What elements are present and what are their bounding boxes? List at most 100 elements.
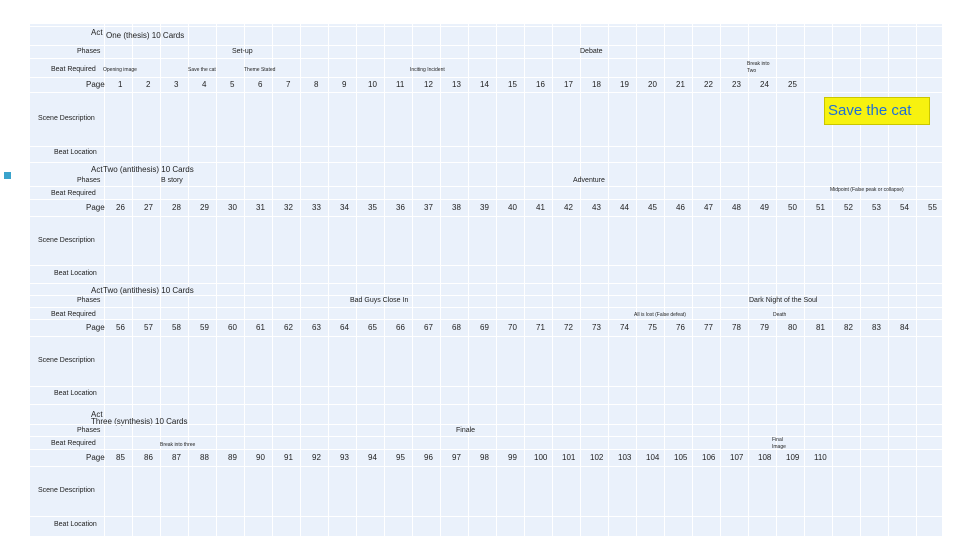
beat-location-label-4: Beat Location [54, 521, 97, 528]
page-number: 108 [758, 453, 772, 462]
location-row-3 [30, 386, 942, 400]
page-number: 63 [312, 323, 321, 332]
column-divider [188, 24, 189, 536]
page-number: 81 [816, 323, 825, 332]
beat-theme-stated: Theme Stated [244, 67, 276, 73]
column-divider [160, 24, 161, 536]
page-number: 8 [314, 80, 319, 89]
column-divider [216, 24, 217, 536]
beat-location-label-2: Beat Location [54, 270, 97, 277]
page-number: 50 [788, 203, 797, 212]
page-number: 1 [118, 80, 123, 89]
page-number: 52 [844, 203, 853, 212]
page-number: 110 [814, 453, 827, 462]
act-label-2: Act [91, 165, 103, 174]
scene-row-2 [30, 216, 942, 230]
beat-opening-image: Opening image [103, 67, 137, 73]
page-number: 34 [340, 203, 349, 212]
page-number: 10 [368, 80, 377, 89]
page-number: 13 [452, 80, 461, 89]
scene-description-label-4: Scene Description [38, 487, 95, 494]
column-divider [580, 24, 581, 536]
page-number: 22 [704, 80, 713, 89]
act-row-2 [30, 162, 942, 176]
page-number: 5 [230, 80, 235, 89]
pages-row-3 [30, 319, 942, 333]
page-label-2: Page [86, 203, 105, 212]
beat-location-label-3: Beat Location [54, 390, 97, 397]
beat-death: Death [773, 312, 787, 318]
page-number: 15 [508, 80, 517, 89]
beats-row-4 [30, 436, 942, 450]
location-row-2 [30, 265, 942, 279]
beats-row-3 [30, 307, 942, 321]
scene-description-label-3: Scene Description [38, 357, 95, 364]
page-number: 3 [174, 80, 179, 89]
scene-description-label-1: Scene Description [38, 115, 95, 122]
page-number: 37 [424, 203, 433, 212]
act-row-4 [30, 404, 942, 418]
act-title-2: Two (antithesis) 10 Cards [103, 165, 194, 174]
page-number: 77 [704, 323, 713, 332]
page-number: 99 [508, 453, 517, 462]
page-number: 91 [284, 453, 293, 462]
page-number: 31 [256, 203, 265, 212]
page-number: 94 [368, 453, 377, 462]
page-number: 21 [676, 80, 685, 89]
page-number: 53 [872, 203, 881, 212]
page-number: 16 [536, 80, 545, 89]
column-divider [692, 24, 693, 536]
page-number: 92 [312, 453, 321, 462]
save-the-cat-callout: Save the cat [824, 97, 930, 125]
page-number: 86 [144, 453, 153, 462]
page-number: 106 [702, 453, 716, 462]
page-number: 109 [786, 453, 800, 462]
scene-row-1 [30, 92, 942, 106]
act-title-1: One (thesis) 10 Cards [106, 31, 185, 40]
page-number: 14 [480, 80, 489, 89]
page-number: 17 [564, 80, 573, 89]
page-number: 48 [732, 203, 741, 212]
page-number: 27 [144, 203, 153, 212]
page-label-4: Page [86, 453, 105, 462]
page-number: 51 [816, 203, 825, 212]
page-number: 26 [116, 203, 125, 212]
page-number: 42 [564, 203, 573, 212]
page-number: 57 [144, 323, 153, 332]
beat-required-label-1: Beat Required [51, 66, 96, 73]
page-number: 89 [228, 453, 237, 462]
phase-bad-guys: Bad Guys Close In [350, 297, 409, 304]
page-number: 103 [618, 453, 632, 462]
page-label-3: Page [86, 323, 105, 332]
page-number: 78 [732, 323, 741, 332]
act-title-4: Three (synthesis) 10 Cards [91, 417, 188, 426]
page-number: 76 [676, 323, 685, 332]
phases-label-1: Phases [77, 48, 101, 55]
page-number: 67 [424, 323, 433, 332]
page-number: 95 [396, 453, 405, 462]
scene-row-4 [30, 466, 942, 480]
page-number: 73 [592, 323, 601, 332]
beat-required-label-3: Beat Required [51, 311, 96, 318]
page-number: 56 [116, 323, 125, 332]
page-number: 104 [646, 453, 660, 462]
page-number: 88 [200, 453, 209, 462]
pages-row-1 [30, 77, 942, 91]
page-number: 61 [256, 323, 265, 332]
page-number: 80 [788, 323, 797, 332]
page-number: 23 [732, 80, 741, 89]
page-number: 70 [508, 323, 517, 332]
worksheet [30, 24, 942, 536]
pages-row-4 [30, 449, 942, 463]
beat-break-into-three: Break into three [160, 442, 196, 448]
page-number: 96 [424, 453, 433, 462]
beat-required-label-4: Beat Required [51, 440, 96, 447]
page-number: 29 [200, 203, 209, 212]
column-divider [720, 24, 721, 536]
column-divider [832, 24, 833, 536]
page-number: 49 [760, 203, 769, 212]
page-number: 74 [620, 323, 629, 332]
phases-row-4 [30, 424, 942, 438]
column-divider [860, 24, 861, 536]
page-number: 25 [788, 80, 797, 89]
